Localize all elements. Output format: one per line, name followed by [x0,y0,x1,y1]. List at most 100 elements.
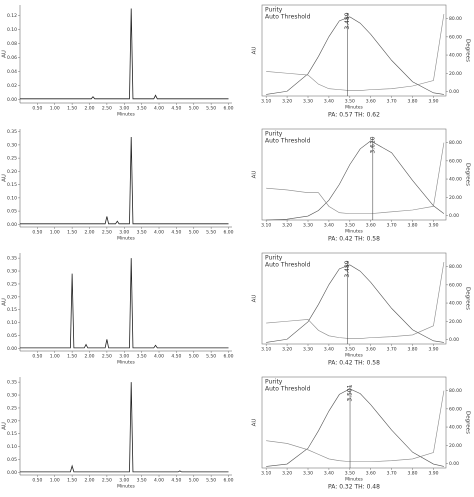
y2-tick-label: 80.00 [449,140,462,146]
x-axis-label: Minutes [345,353,363,359]
y-tick-label: 0.06 [7,55,17,61]
series-line [20,382,229,473]
y-tick-label: 0.10 [7,195,17,201]
y-axis-label: AU [2,298,8,306]
x-tick-label: 3.50 [345,223,355,229]
x-tick-label: 3.50 [137,230,147,236]
plot-frame [261,376,447,469]
y2-tick-label: 20.00 [449,71,462,77]
y-tick-label: 0.35 [7,380,17,386]
y-tick-label: 0.30 [7,269,17,275]
x-axis-label: Minutes [345,477,363,483]
y-tick-label: 0.20 [7,418,17,424]
x-tick-label: 3.50 [345,471,355,477]
peak-label: 3.489 [344,12,351,29]
y2-tick-label: 60.00 [449,406,462,412]
x-tick-label: 1.00 [50,230,60,236]
series-line [266,140,445,221]
x-tick-label: 0.50 [32,106,42,112]
x-tick-label: 1.50 [67,230,77,236]
x-tick-label: 3.00 [119,354,129,360]
x-tick-label: 0.50 [32,478,42,484]
x-tick-label: 6.00 [224,230,234,236]
y2-tick-label: 0.00 [449,213,459,219]
series-line [20,8,229,100]
x-tick-label: 3.40 [324,223,334,229]
y-axis-label: AU [252,171,258,179]
y-axis-label: AU [252,47,258,55]
x-tick-label: 0.50 [32,230,42,236]
y2-axis-label: Degrees [465,39,471,62]
x-tick-label: 2.00 [84,230,94,236]
y2-axis-label: Degrees [465,411,471,434]
x-tick-label: 3.20 [282,99,292,105]
x-tick-label: 3.00 [119,230,129,236]
purity-values: PA: 0.42 TH: 0.58 [328,360,380,367]
x-tick-label: 4.50 [171,230,181,236]
x-tick-label: 3.50 [137,478,147,484]
panel-subtitle: Auto Threshold [265,386,311,393]
y-axis-label: AU [252,419,258,427]
panel-title: Purity [265,7,283,14]
x-tick-label: 1.50 [67,106,77,112]
panel-subtitle: Auto Threshold [265,262,311,269]
x-tick-label: 3.40 [324,471,334,477]
series-line [266,264,444,343]
x-axis-label: Minutes [345,229,363,235]
x-tick-label: 3.00 [119,478,129,484]
x-axis-label: Minutes [117,112,135,118]
x-tick-label: 3.10 [261,347,271,353]
series-line [266,16,444,95]
panel-title: Purity [265,379,283,386]
x-tick-label: 3.60 [366,471,376,477]
peak-label: 3.489 [344,260,351,277]
x-tick-label: 6.00 [224,354,234,360]
x-tick-label: 2.00 [84,478,94,484]
purity-values: PA: 0.42 TH: 0.58 [328,236,380,243]
y-tick-label: 0.10 [7,444,17,450]
x-tick-label: 3.80 [408,471,418,477]
x-tick-label: 3.70 [387,347,397,353]
x-tick-label: 4.00 [154,354,164,360]
x-tick-label: 3.50 [345,99,355,105]
series-line [20,258,229,349]
x-tick-label: 3.20 [282,223,292,229]
x-tick-label: 3.50 [345,347,355,353]
peak-label: 3.610 [369,136,376,153]
y-axis-label: AU [2,174,8,182]
y-tick-label: 0.02 [7,83,17,89]
plot-frame [261,128,447,221]
x-tick-label: 5.00 [189,106,199,112]
x-tick-label: 5.00 [189,478,199,484]
y-tick-label: 0.20 [7,169,17,175]
x-tick-label: 3.10 [261,99,271,105]
panel-subtitle: Auto Threshold [265,14,311,21]
y2-tick-label: 60.00 [449,158,462,164]
y-tick-label: 0.00 [7,97,17,103]
x-tick-label: 3.80 [408,99,418,105]
x-tick-label: 1.00 [50,106,60,112]
y-axis-label: AU [252,295,258,303]
y-tick-label: 0.04 [7,69,17,75]
y-tick-label: 0.30 [7,142,17,148]
x-tick-label: 0.50 [32,354,42,360]
x-tick-label: 3.70 [387,223,397,229]
x-tick-label: 4.50 [171,478,181,484]
y2-tick-label: 80.00 [449,388,462,394]
x-tick-label: 3.80 [408,347,418,353]
series-line [266,388,444,467]
x-tick-label: 4.50 [171,354,181,360]
y-tick-label: 0.30 [7,393,17,399]
x-tick-label: 5.50 [206,354,216,360]
y-tick-label: 0.15 [7,431,17,437]
x-tick-label: 3.20 [282,471,292,477]
x-tick-label: 5.50 [206,230,216,236]
x-tick-label: 3.40 [324,347,334,353]
panel-subtitle: Auto Threshold [265,138,311,145]
x-tick-label: 2.00 [84,354,94,360]
y2-tick-label: 0.00 [449,461,459,467]
x-tick-label: 3.10 [261,223,271,229]
x-tick-label: 3.30 [303,223,313,229]
plot-frame [261,4,447,97]
